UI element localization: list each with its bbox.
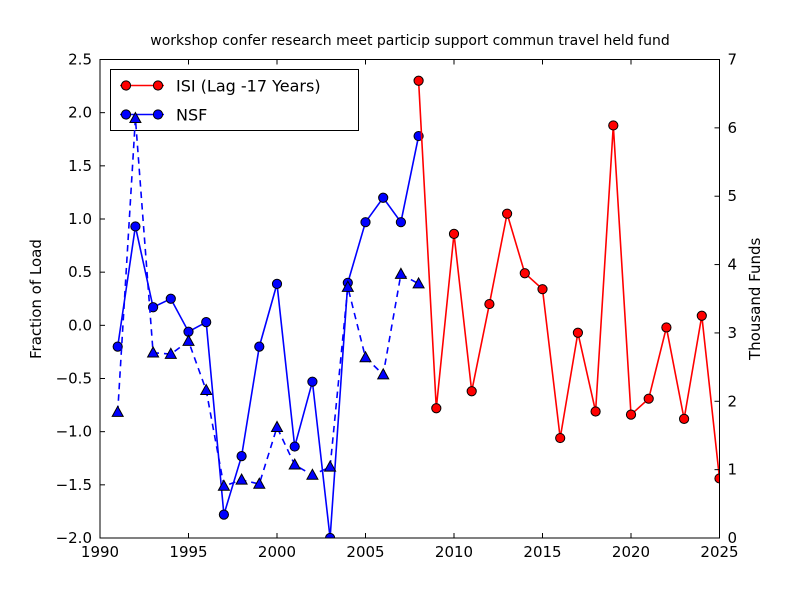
triangle-marker (323, 460, 337, 472)
circle-marker (466, 386, 477, 397)
circle-marker (555, 432, 566, 444)
chart-title: workshop confer research meet particip s… (150, 33, 670, 49)
y-left-tick-label: 1.0 (68, 210, 92, 228)
y-left-tick-label: 0.5 (68, 263, 92, 281)
triangle-marker (146, 345, 160, 358)
x-tick-label: 2005 (346, 543, 384, 561)
circle-marker (120, 109, 132, 120)
triangle-marker (182, 334, 195, 346)
triangle-marker (252, 477, 266, 489)
circle-marker (130, 221, 141, 232)
y-left-tick-label: 1.5 (68, 157, 92, 175)
legend: ISI (Lag -17 Years) NSF (110, 69, 359, 131)
circle-marker (120, 80, 132, 91)
series-line-isi (417, 80, 720, 479)
y-axis-label-left: Fraction of Load (27, 239, 45, 359)
circle-marker (696, 310, 707, 321)
circle-marker (148, 302, 159, 313)
circle-marker (608, 120, 619, 131)
y-right-tick-label: 4 (728, 256, 738, 274)
circle-marker (395, 217, 406, 228)
legend-label: NSF (176, 106, 207, 125)
x-tick-label: 2010 (435, 543, 473, 561)
circle-marker (201, 317, 212, 328)
triangle-marker (341, 280, 355, 292)
triangle-marker (376, 367, 390, 380)
circle-marker (484, 298, 495, 310)
circle-marker (325, 532, 336, 538)
triangle-marker (111, 405, 125, 417)
y-left-tick-label: 0.0 (68, 316, 92, 334)
y-left-tick-label: 2.0 (68, 104, 92, 122)
series-nsf-solid (112, 130, 424, 538)
y-left-tick-label: −1.0 (56, 423, 92, 441)
triangle-marker (235, 473, 248, 485)
y-right-tick-label: 7 (728, 51, 738, 69)
circle-marker (112, 341, 123, 352)
triangle-marker (217, 479, 231, 491)
circle-marker (572, 327, 584, 338)
series-isi (413, 75, 720, 484)
circle-marker (714, 473, 720, 484)
series-nsf-dashed (111, 111, 425, 491)
circle-marker (643, 393, 654, 404)
circle-marker (502, 208, 513, 219)
y-axis-label-right: Thousand Funds (746, 237, 764, 361)
triangle-marker (164, 347, 178, 359)
x-tick-label: 2025 (700, 543, 738, 561)
circle-marker (254, 341, 265, 352)
circle-marker (165, 293, 176, 304)
x-tick-label: 1995 (169, 543, 207, 561)
circle-marker (519, 268, 530, 279)
circle-marker (360, 217, 371, 228)
triangle-marker (394, 267, 408, 279)
y-right-tick-label: 3 (728, 324, 738, 342)
y-right-tick-label: 5 (728, 187, 738, 205)
x-tick-label: 1990 (81, 543, 119, 561)
triangle-marker (412, 276, 425, 289)
triangle-marker (199, 383, 213, 396)
circle-marker (590, 406, 601, 417)
circle-marker (431, 403, 442, 414)
circle-marker (218, 509, 229, 520)
x-tick-label: 2000 (258, 543, 296, 561)
y-left-tick-label: −2.0 (56, 529, 92, 547)
triangle-marker (288, 458, 302, 470)
x-tick-label: 2020 (612, 543, 650, 561)
circle-marker (679, 413, 690, 425)
circle-marker (152, 80, 164, 91)
x-tick-label: 2015 (523, 543, 561, 561)
circle-marker (537, 284, 548, 295)
y-left-tick-label: −1.5 (56, 476, 92, 494)
y-right-tick-label: 6 (728, 119, 738, 137)
axes-frame (99, 59, 720, 539)
triangle-marker (270, 420, 284, 432)
series-line-nsf-solid (116, 135, 420, 538)
y-left-tick-label: 2.5 (68, 51, 92, 69)
circle-marker (271, 278, 283, 289)
circle-marker (625, 409, 637, 420)
triangle-marker (306, 468, 319, 480)
triangle-marker (129, 111, 142, 123)
y-right-tick-label: 1 (728, 461, 738, 479)
y-left-tick-label: −0.5 (56, 370, 92, 388)
y-right-tick-label: 0 (728, 529, 738, 547)
circle-marker (152, 109, 164, 120)
circle-marker (378, 192, 389, 203)
triangle-marker (359, 350, 372, 363)
circle-marker (448, 228, 460, 239)
y-right-tick-label: 2 (728, 392, 738, 410)
circle-marker (413, 75, 424, 86)
circle-marker (307, 376, 318, 387)
circle-marker (289, 441, 300, 452)
circle-marker (661, 322, 672, 333)
legend-label: ISI (Lag -17 Years) (176, 77, 321, 96)
legend-box (110, 69, 359, 131)
circle-marker (236, 451, 247, 462)
